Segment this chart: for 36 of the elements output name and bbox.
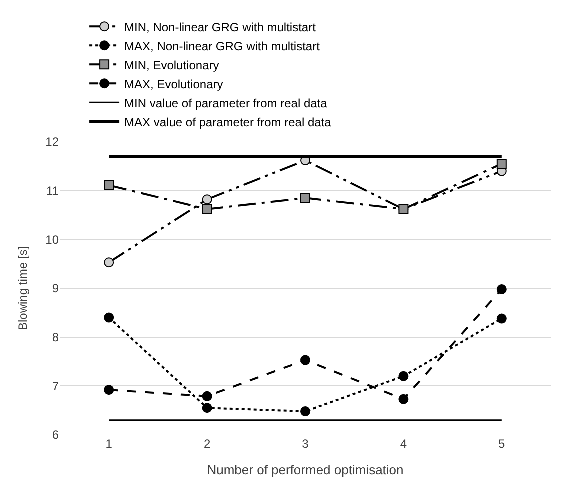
- y-tick-label: 12: [46, 135, 60, 150]
- point: [104, 385, 114, 396]
- legend-label: MIN value of parameter from real data: [124, 96, 328, 110]
- point: [202, 204, 212, 214]
- point: [202, 391, 212, 402]
- y-axis-title: Blowing time [s]: [16, 246, 30, 331]
- x-tick-label: 4: [400, 437, 408, 451]
- point: [300, 406, 310, 417]
- point: [202, 194, 212, 205]
- x-tick-label: 1: [106, 437, 113, 451]
- point: [300, 193, 310, 204]
- y-tick-label: 9: [52, 282, 60, 296]
- legend-label: MAX, Evolutionary: [124, 77, 224, 92]
- point: [300, 355, 310, 366]
- point: [104, 312, 114, 323]
- legend-label: MIN, Evolutionary: [124, 58, 220, 72]
- y-tick-label: 11: [46, 184, 60, 198]
- y-tick-label: 8: [52, 330, 60, 345]
- point: [398, 394, 409, 404]
- point: [496, 314, 507, 324]
- x-tick-label: 2: [204, 437, 211, 451]
- point: [496, 284, 507, 294]
- point: [104, 258, 114, 268]
- legend-label: MIN, Non-linear GRG with multistart: [124, 20, 317, 34]
- point: [104, 180, 114, 190]
- x-axis-title: Number of performed optimisation: [207, 462, 404, 478]
- point: [202, 403, 212, 414]
- y-tick-label: 10: [46, 232, 60, 247]
- x-tick-label: 5: [498, 437, 506, 451]
- y-tick-label: 7: [52, 379, 60, 394]
- x-tick-label: 3: [302, 437, 310, 451]
- point: [496, 158, 507, 169]
- legend-label: MAX, Non-linear GRG with multistart: [124, 39, 321, 54]
- legend-label: MAX value of parameter from real data: [124, 115, 332, 130]
- point: [398, 371, 409, 382]
- y-tick-label: 6: [52, 428, 60, 442]
